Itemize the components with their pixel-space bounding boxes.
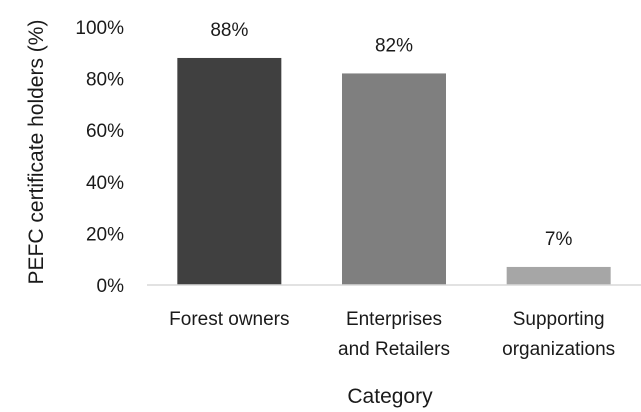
data-label: 82%	[375, 35, 413, 56]
data-label: 88%	[210, 20, 248, 41]
bar	[177, 57, 282, 286]
bar	[506, 266, 611, 285]
data-label: 7%	[545, 229, 573, 250]
bar	[342, 73, 446, 285]
y-axis-title: PEFC certificate holders (%)	[25, 20, 48, 285]
x-tick-label: Supporting organizations	[502, 309, 615, 360]
y-tick-label: 20%	[86, 224, 124, 245]
x-axis-category-labels: Forest owners Enterprises and Retailers Sup…	[169, 309, 615, 360]
y-axis-tick-labels: 0% 20% 40% 60% 80% 100%	[75, 18, 124, 297]
x-tick-label: Enterprises and Retailers	[338, 309, 450, 360]
y-tick-label: 100%	[75, 18, 124, 39]
x-tick-label: Forest owners	[169, 309, 289, 330]
y-tick-label: 80%	[86, 70, 124, 91]
data-labels: 88% 82% 7%	[210, 20, 572, 250]
y-tick-label: 60%	[86, 121, 124, 142]
bars	[177, 57, 611, 286]
y-tick-label: 40%	[86, 173, 124, 194]
y-tick-label: 0%	[97, 276, 125, 297]
x-axis-title: Category	[347, 385, 433, 408]
